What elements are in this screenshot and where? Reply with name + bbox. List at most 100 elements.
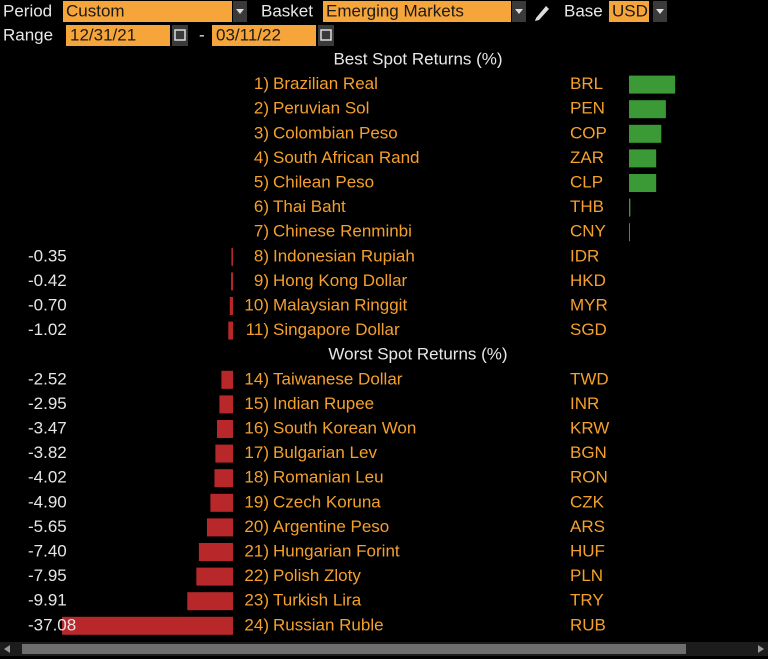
bar <box>215 444 233 463</box>
currency-name[interactable]: Chinese Renminbi <box>273 222 412 241</box>
currency-name[interactable]: Polish Zloty <box>273 566 361 585</box>
currency-name[interactable]: South African Rand <box>273 148 419 167</box>
currency-name[interactable]: Argentine Peso <box>273 517 389 536</box>
rank: 9) <box>254 271 269 290</box>
basket-dropdown[interactable] <box>323 1 511 22</box>
value-label: -1.02 <box>28 320 67 339</box>
currency-code: RON <box>570 468 608 487</box>
value-label: -0.35 <box>28 246 67 265</box>
bar <box>629 174 657 192</box>
currency-code: PEN <box>570 99 605 118</box>
section-title: Best Spot Returns (%) <box>333 49 502 68</box>
end-date-field[interactable] <box>212 25 316 46</box>
currency-name[interactable]: South Korean Won <box>273 418 416 437</box>
rank: 6) <box>254 197 269 216</box>
currency-name[interactable]: Indian Rupee <box>273 394 374 413</box>
currency-name[interactable]: Colombian Peso <box>273 123 398 142</box>
currency-code: ZAR <box>570 148 604 167</box>
bar <box>221 370 233 389</box>
currency-name[interactable]: Taiwanese Dollar <box>273 369 403 388</box>
currency-code: BGN <box>570 443 607 462</box>
basket-label: Basket <box>261 1 313 20</box>
edit-icon[interactable] <box>535 6 549 21</box>
currency-code: CLP <box>570 172 603 191</box>
section-title: Worst Spot Returns (%) <box>328 345 507 364</box>
period-dropdown[interactable] <box>63 1 232 22</box>
currency-code: RUB <box>570 615 606 634</box>
value-label: -9.91 <box>28 591 67 610</box>
currency-name[interactable]: Russian Ruble <box>273 615 384 634</box>
value-label: -5.65 <box>28 517 67 536</box>
bar <box>196 567 233 586</box>
bar <box>214 469 233 488</box>
currency-name[interactable]: Czech Koruna <box>273 492 381 511</box>
currency-name[interactable]: Thai Baht <box>273 197 346 216</box>
rank: 17) <box>244 443 269 462</box>
start-date: 12/31/21 <box>70 25 136 44</box>
rank: 4) <box>254 148 269 167</box>
rank: 18) <box>244 468 269 487</box>
currency-name[interactable]: Indonesian Rupiah <box>273 246 415 265</box>
rank: 14) <box>244 369 269 388</box>
start-date-field[interactable] <box>66 25 170 46</box>
value-label: -4.02 <box>28 468 67 487</box>
currency-code: KRW <box>570 418 609 437</box>
value-label: -37.08 <box>28 615 76 634</box>
arrow-icon <box>515 9 523 14</box>
currency-name[interactable]: Malaysian Ringgit <box>273 295 407 314</box>
returns-list: Best Spot Returns (%) 1) Brazilian Real BRL… <box>28 49 676 635</box>
currency-code: CNY <box>570 222 606 241</box>
base-label: Base <box>564 1 603 20</box>
bar <box>210 493 233 512</box>
scrollbar-thumb[interactable] <box>22 644 686 654</box>
bar <box>187 592 233 611</box>
currency-code: COP <box>570 123 607 142</box>
currency-code: BRL <box>570 74 603 93</box>
currency-name[interactable]: Brazilian Real <box>273 74 378 93</box>
value-label: -7.40 <box>28 541 67 560</box>
currency-name[interactable]: Turkish Lira <box>273 591 362 610</box>
rank: 15) <box>244 394 269 413</box>
bar <box>206 518 233 537</box>
base-dropdown[interactable] <box>609 1 649 22</box>
rank: 20) <box>244 517 269 536</box>
currency-name[interactable]: Hong Kong Dollar <box>273 271 408 290</box>
currency-code: TWD <box>570 369 609 388</box>
rank: 3) <box>254 123 269 142</box>
currency-name[interactable]: Singapore Dollar <box>273 320 400 339</box>
currency-code: SGD <box>570 320 607 339</box>
currency-code: PLN <box>570 566 603 585</box>
currency-name[interactable]: Romanian Leu <box>273 468 384 487</box>
currency-code: HKD <box>570 271 606 290</box>
currency-code: MYR <box>570 295 608 314</box>
bar <box>231 272 233 291</box>
bar <box>629 149 657 168</box>
currency-code: TRY <box>570 591 604 610</box>
rank: 8) <box>254 246 269 265</box>
base-value: USD <box>612 1 648 20</box>
calendar-icon <box>174 29 186 41</box>
period-label: Period <box>3 1 52 20</box>
bar <box>231 247 233 266</box>
value-label: -4.90 <box>28 492 67 511</box>
rank: 22) <box>244 566 269 585</box>
bar <box>219 395 233 414</box>
currency-name[interactable]: Bulgarian Lev <box>273 443 377 462</box>
arrow-icon <box>656 9 664 14</box>
currency-name[interactable]: Chilean Peso <box>273 172 374 191</box>
rank: 16) <box>244 418 269 437</box>
rank: 23) <box>244 591 269 610</box>
bar <box>229 297 233 315</box>
value-label: -7.95 <box>28 566 67 585</box>
basket-value: Emerging Markets <box>326 1 464 20</box>
currency-name[interactable]: Peruvian Sol <box>273 99 369 118</box>
currency-code: IDR <box>570 246 599 265</box>
value-label: -0.42 <box>28 271 67 290</box>
range-dash: - <box>199 25 205 44</box>
arrow-icon <box>236 9 244 14</box>
rank: 7) <box>254 222 269 241</box>
currency-name[interactable]: Hungarian Forint <box>273 541 400 560</box>
range-label: Range <box>3 25 53 44</box>
currency-code: INR <box>570 394 599 413</box>
